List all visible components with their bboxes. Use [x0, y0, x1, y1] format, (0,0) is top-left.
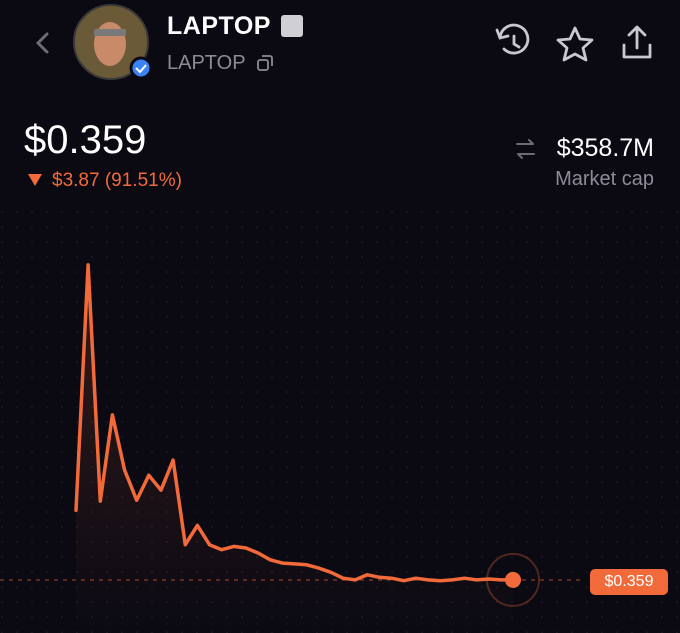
price-line	[74, 263, 515, 583]
down-arrow	[28, 174, 42, 186]
avatar	[73, 4, 153, 80]
back-button[interactable]	[35, 32, 49, 54]
history-icon[interactable]	[495, 23, 530, 55]
price-area	[76, 264, 513, 630]
favorite-icon[interactable]	[556, 26, 594, 62]
swap-icon[interactable]	[516, 139, 535, 159]
share-icon[interactable]	[622, 25, 652, 59]
price-change: $3.87 (91.51%)	[52, 170, 182, 191]
copy-icon[interactable]	[257, 55, 273, 71]
current-price: $0.359	[24, 118, 147, 162]
token-ticker: LAPTOP	[167, 52, 246, 74]
market-cap-label: Market cap	[555, 168, 654, 190]
end-price-label: $0.359	[590, 569, 668, 595]
market-cap-value: $358.7M	[556, 134, 654, 162]
end-point	[505, 571, 521, 588]
token-name: LAPTOP	[167, 12, 271, 40]
end-halo	[486, 552, 540, 607]
token-badge	[281, 15, 303, 37]
